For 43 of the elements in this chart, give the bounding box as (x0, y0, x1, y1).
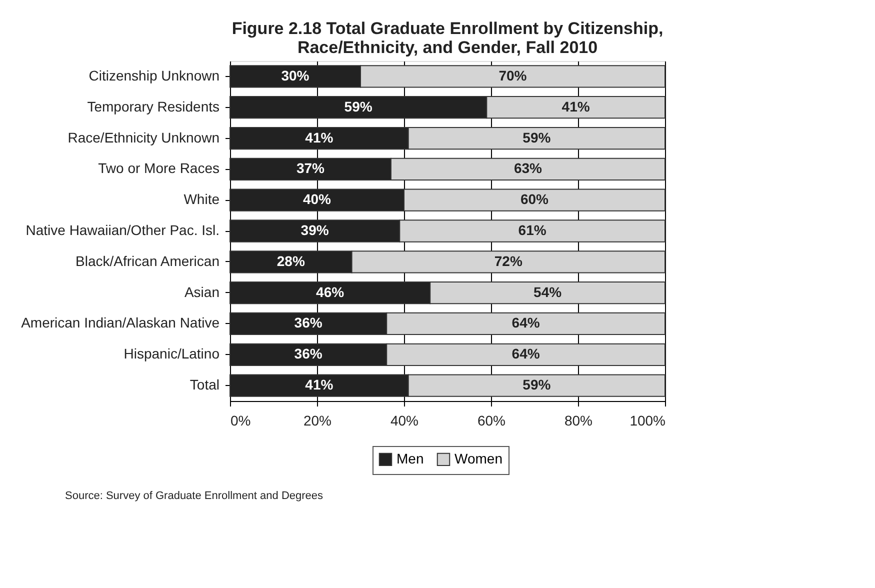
data-label: 36% (294, 314, 323, 331)
data-label: 41% (562, 98, 590, 114)
data-label: 63% (514, 160, 543, 176)
y-tick-label: Asian (184, 284, 220, 300)
y-tick-label: White (184, 191, 220, 208)
data-label: 46% (316, 284, 345, 300)
data-label: 60% (520, 191, 550, 208)
data-label: 30% (281, 67, 310, 84)
data-label: 59% (522, 129, 552, 146)
x-tick-label: 100% (630, 412, 666, 428)
x-tick-label: 0% (230, 412, 251, 428)
data-label: 61% (518, 222, 547, 238)
chart-title: Figure 2.18 Total Graduate Enrollment by Citizenship, Race/Ethnicity, and Gender, Fall 2010 (232, 19, 664, 57)
x-tick-label: 20% (303, 412, 332, 428)
x-tick-label: 60% (477, 412, 506, 428)
source-note: Source: Survey of Graduate Enrollment and Degrees (65, 490, 324, 502)
data-label: 72% (494, 252, 523, 269)
x-tick-label: 80% (564, 412, 593, 428)
y-tick-label: Total (190, 376, 220, 393)
data-label: 59% (522, 376, 552, 393)
data-label: 36% (294, 346, 323, 362)
data-label: 39% (300, 222, 330, 238)
data-label: 64% (512, 314, 540, 331)
data-label: 41% (305, 376, 334, 393)
y-tick-label: Race/Ethnicity Unknown (68, 129, 220, 146)
y-tick-label: Temporary Residents (87, 98, 220, 114)
y-tick-label: Hispanic/Latino (124, 346, 220, 362)
y-tick-label: American Indian/Alaskan Native (21, 314, 220, 331)
y-tick-label: Native Hawaiian/Other Pac. Isl. (26, 222, 220, 238)
data-label: 37% (296, 160, 326, 176)
data-label: 40% (302, 191, 332, 208)
y-tick-label: Citizenship Unknown (88, 67, 220, 84)
legend-label: Men (396, 450, 424, 466)
legend-label: Women (454, 450, 502, 466)
data-label: 28% (276, 252, 306, 269)
x-tick-label: 40% (390, 412, 419, 428)
data-label: 59% (344, 98, 373, 114)
y-tick-label: Two or More Races (98, 160, 220, 176)
data-label: 64% (512, 346, 540, 362)
y-tick-label: Black/African American (76, 252, 220, 269)
data-label: 54% (534, 284, 562, 300)
data-label: 41% (305, 129, 334, 146)
data-label: 70% (498, 67, 528, 84)
